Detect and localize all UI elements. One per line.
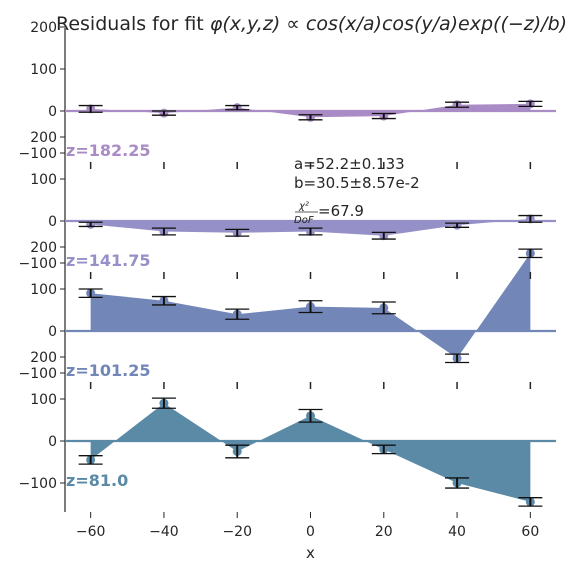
x-tick-label: −60 [76,524,106,540]
x-tick-label: 40 [448,524,466,540]
y-tick-label: 0 [48,104,57,120]
x-tick-label: −40 [149,524,179,540]
x-tick-label: 60 [521,524,539,540]
series-label: z=101.25 [66,361,150,380]
fit-param-b: b=30.5±8.57e-2 [294,174,420,192]
x-axis-label: x [306,544,315,562]
plot-area: −1000100200z=182.25−1000100200z=141.75−1… [19,20,556,562]
chi-numerator: χ² [298,201,309,212]
y-tick-label: 0 [48,324,57,340]
y-tick-label: 100 [30,282,57,298]
y-tick-label: 200 [30,350,57,366]
chart-title-text: Residuals for fit [56,13,210,35]
series-label: z=182.25 [66,141,150,160]
series-label: z=81.0 [66,471,128,490]
chart-title-formula: φ(x,y,z) ∝ cos(x/a)cos(y/a)exp((−z)/b) [210,13,567,35]
x-tick-label: −20 [222,524,252,540]
y-tick-label: 0 [48,214,57,230]
chart-title: Residuals for fit φ(x,y,z) ∝ cos(x/a)cos… [56,13,567,35]
fit-param-a: a=52.2±0.133 [294,155,405,173]
y-tick-label: −100 [19,256,57,272]
y-tick-label: 200 [30,20,57,36]
series-label: z=141.75 [66,251,150,270]
y-tick-label: −100 [19,366,57,382]
series-area [90,403,531,502]
y-tick-label: 100 [30,392,57,408]
y-tick-label: 100 [30,172,57,188]
x-tick-label: 20 [375,524,393,540]
chi-denominator: DoF [294,215,314,226]
y-tick-label: 200 [30,130,57,146]
chi-value: =67.9 [318,202,364,220]
y-tick-label: −100 [19,476,57,492]
y-tick-label: 0 [48,434,57,450]
y-tick-label: 100 [30,62,57,78]
y-tick-label: −100 [19,146,57,162]
y-tick-label: 200 [30,240,57,256]
x-tick-label: 0 [306,524,315,540]
